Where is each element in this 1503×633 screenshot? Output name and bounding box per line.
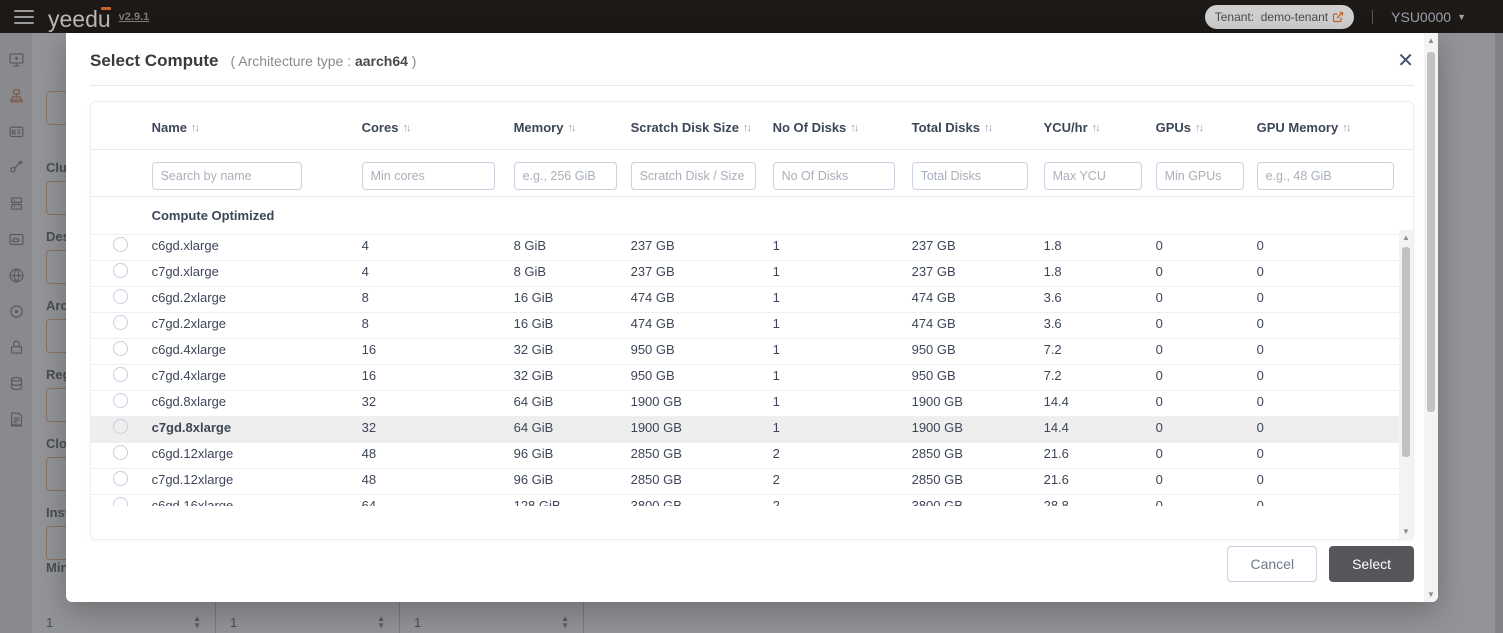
c6gd.4xlarge: c6gd.4xlarge 16 32 GiB 950 GB 1 950 GB 7.2 0 0 [91, 338, 1413, 364]
c6gd.xlarge: c6gd.xlarge 4 8 GiB 237 GB 1 237 GB 1.8 0 0 [91, 234, 1413, 260]
c6gd.16xlarge: c6gd.16xlarge 64 128 GiB 3800 GB 2 3800 GB 28.… [91, 494, 1413, 506]
c7gd.4xlarge: c7gd.4xlarge 16 32 GiB 950 GB 1 950 GB 7.2 0 0 [91, 364, 1413, 390]
c7gd.12xlarge: c7gd.12xlarge 48 96 GiB 2850 GB 2 2850 GB 21.6… [91, 468, 1413, 494]
c6gd.12xlarge: c6gd.12xlarge 48 96 GiB 2850 GB 2 2850 GB 21.6… [91, 442, 1413, 468]
c7gd.xlarge: c7gd.xlarge 4 8 GiB 237 GB 1 237 GB 1.8 0 0 [91, 260, 1413, 286]
c6gd.8xlarge: c6gd.8xlarge 32 64 GiB 1900 GB 1 1900 GB 14.4 0… [91, 390, 1413, 416]
c7gd.8xlarge: c7gd.8xlarge 32 64 GiB 1900 GB 1 1900 GB 14.4 0… [91, 416, 1413, 442]
c6gd.2xlarge: c6gd.2xlarge 8 16 GiB 474 GB 1 474 GB 3.6 0 0 [91, 286, 1413, 312]
c7gd.2xlarge: c7gd.2xlarge 8 16 GiB 474 GB 1 474 GB 3.6 0 0 [91, 312, 1413, 338]
